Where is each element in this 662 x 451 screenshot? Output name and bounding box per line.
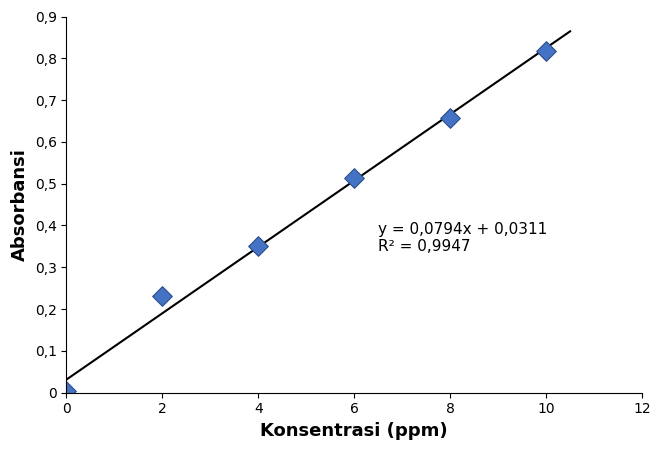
Text: y = 0,0794x + 0,0311
R² = 0,9947: y = 0,0794x + 0,0311 R² = 0,9947	[378, 222, 547, 254]
X-axis label: Konsentrasi (ppm): Konsentrasi (ppm)	[260, 422, 448, 440]
Point	[61, 388, 71, 395]
Point	[541, 47, 551, 55]
Y-axis label: Absorbansi: Absorbansi	[11, 148, 29, 261]
Point	[253, 242, 263, 249]
Point	[445, 114, 455, 121]
Point	[157, 292, 167, 299]
Point	[349, 175, 359, 182]
